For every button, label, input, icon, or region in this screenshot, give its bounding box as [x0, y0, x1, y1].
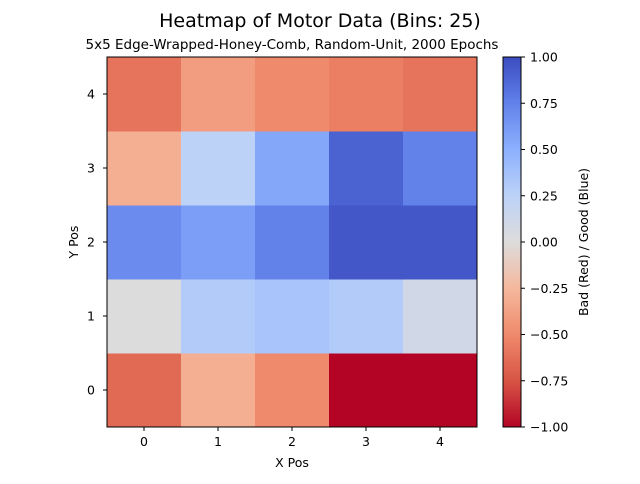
colorbar-tick-label: −0.75: [530, 373, 568, 388]
colorbar-tick-label: 1.00: [530, 50, 558, 65]
colorbar-tick-label: 0.50: [530, 142, 558, 157]
x-tick-label: 2: [288, 434, 296, 449]
colorbar-tick-label: −1.00: [530, 420, 568, 435]
x-tick-label: 4: [436, 434, 444, 449]
heatmap-cell: [403, 57, 478, 132]
heatmap-cell: [255, 279, 330, 354]
y-tick-label: 3: [87, 161, 95, 176]
heatmap-cell: [403, 279, 478, 354]
x-tick-label: 3: [362, 434, 370, 449]
colorbar-tick-label: −0.25: [530, 281, 568, 296]
heatmap-cell: [329, 205, 404, 280]
heatmap-cell: [329, 131, 404, 206]
heatmap-cell: [329, 57, 404, 132]
heatmap-cell: [255, 353, 330, 428]
x-tick-label: 1: [214, 434, 222, 449]
heatmap-cell: [329, 353, 404, 428]
heatmap-cell: [255, 131, 330, 206]
heatmap-cell: [403, 353, 478, 428]
heatmap-cell: [181, 353, 256, 428]
chart-title: Heatmap of Motor Data (Bins: 25): [159, 10, 481, 32]
colorbar-tick-label: 0.75: [530, 96, 558, 111]
heatmap-cell: [181, 205, 256, 280]
colorbar-tick-label: −0.50: [530, 327, 568, 342]
heatmap-cell: [107, 205, 182, 280]
heatmap-cell: [181, 131, 256, 206]
heatmap-cell: [107, 279, 182, 354]
y-tick-label: 4: [87, 87, 95, 102]
x-axis-ticks: 0 1 2 3 4: [140, 427, 444, 449]
y-tick-label: 2: [87, 235, 95, 250]
chart-subtitle: 5x5 Edge-Wrapped-Honey-Comb, Random-Unit…: [86, 37, 499, 53]
x-axis-label: X Pos: [275, 455, 309, 470]
colorbar-label: Bad (Red) / Good (Blue): [576, 168, 591, 316]
heatmap-cell: [329, 279, 404, 354]
heatmap-cell: [255, 57, 330, 132]
heatmap-cell: [181, 57, 256, 132]
heatmap-cell: [403, 205, 478, 280]
y-tick-label: 1: [87, 309, 95, 324]
heatmap-cell: [107, 131, 182, 206]
x-tick-label: 0: [140, 434, 148, 449]
heatmap-cell: [255, 205, 330, 280]
heatmap-cell: [107, 353, 182, 428]
heatmap-cell: [403, 131, 478, 206]
colorbar-tick-label: 0.00: [530, 235, 558, 250]
heatmap-cell: [181, 279, 256, 354]
colorbar-tick-label: 0.25: [530, 188, 558, 203]
heatmap-cell: [107, 57, 182, 132]
heatmap-cells: [107, 57, 478, 428]
y-tick-label: 0: [87, 383, 95, 398]
y-axis-label: Y Pos: [66, 226, 81, 260]
colorbar-ticks: 1.00 0.75 0.50 0.25 0.00 −0.25 −0.50 −0.75 −1.00: [521, 50, 568, 435]
y-axis-ticks: 0 1 2 3 4: [87, 87, 107, 398]
colorbar: [502, 56, 522, 428]
